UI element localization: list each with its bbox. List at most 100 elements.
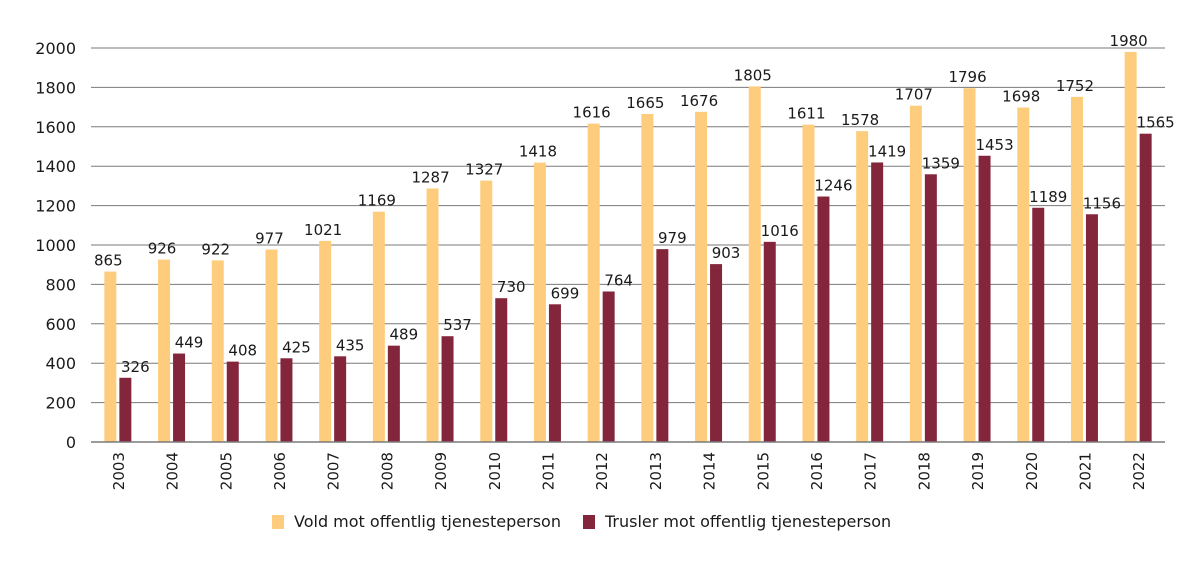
bar-vold (587, 123, 600, 442)
data-label: 699 (551, 284, 580, 302)
y-tick-label: 1200 (35, 197, 76, 216)
data-label: 1418 (519, 143, 557, 161)
data-label: 425 (282, 338, 311, 356)
y-tick-label: 400 (45, 354, 76, 373)
x-tick-label: 2005 (217, 452, 235, 490)
bar-vold (695, 111, 708, 442)
y-tick-label: 1800 (35, 78, 76, 97)
bar-trusler (710, 264, 723, 442)
data-label: 903 (712, 244, 741, 262)
x-tick-label: 2009 (432, 452, 450, 490)
data-label: 1189 (1029, 188, 1067, 206)
bar-vold (1070, 96, 1083, 442)
bar-vold (1124, 51, 1137, 442)
data-label: 435 (336, 336, 365, 354)
legend-label-vold: Vold mot offentlig tjenesteperson (294, 512, 561, 531)
data-label: 1287 (411, 168, 449, 186)
bar-trusler (334, 356, 347, 442)
x-tick-label: 2003 (110, 452, 128, 490)
data-label: 1327 (465, 161, 503, 179)
data-label: 489 (390, 326, 419, 344)
x-tick-label: 2017 (862, 452, 880, 490)
bar-trusler (441, 336, 454, 442)
data-label: 1980 (1110, 32, 1148, 50)
data-label: 408 (228, 342, 257, 360)
x-tick-label: 2007 (325, 452, 343, 490)
bar-vold (641, 113, 654, 443)
data-label: 1707 (895, 86, 933, 104)
legend-label-trusler: Trusler mot offentlig tjenesteperson (604, 512, 892, 531)
data-label: 1021 (304, 221, 342, 239)
x-tick-label: 2004 (164, 452, 182, 490)
legend-item-vold: Vold mot offentlig tjenesteperson (272, 512, 561, 531)
x-tick-label: 2010 (486, 452, 504, 490)
y-tick-label: 1600 (35, 118, 76, 137)
bar-vold (265, 249, 278, 442)
x-tick-label: 2012 (593, 452, 611, 490)
bar-vold (211, 260, 224, 442)
bar-vold (802, 124, 815, 443)
y-tick-label: 800 (45, 275, 76, 294)
x-tick-label: 2018 (915, 452, 933, 490)
data-label: 449 (175, 334, 204, 352)
bar-trusler (1085, 214, 1098, 442)
data-label: 1805 (734, 66, 772, 84)
bar-vold (104, 271, 117, 442)
data-label: 1796 (948, 68, 986, 86)
x-tick-label: 2022 (1130, 452, 1148, 490)
bar-vold (963, 88, 976, 443)
data-label: 922 (201, 240, 230, 258)
bar-vold (748, 86, 761, 442)
data-label: 1419 (868, 142, 906, 160)
x-tick-label: 2015 (754, 452, 772, 490)
legend-swatch-vold (272, 514, 284, 529)
data-label: 730 (497, 278, 526, 296)
bar-trusler (602, 291, 615, 442)
data-label: 865 (94, 252, 123, 270)
x-tick-label: 2014 (701, 452, 719, 490)
x-tick-label: 2021 (1076, 452, 1094, 490)
y-tick-label: 2000 (35, 39, 76, 58)
data-label: 1616 (573, 104, 611, 122)
bar-vold (372, 211, 385, 442)
data-label: 1359 (922, 154, 960, 172)
bar-trusler (119, 377, 132, 442)
legend-swatch-trusler (582, 514, 595, 529)
bar-vold (856, 131, 869, 442)
bar-trusler (387, 345, 400, 442)
bar-trusler (495, 298, 508, 442)
bar-vold (1017, 107, 1030, 442)
bar-trusler (1139, 133, 1152, 442)
data-label: 326 (121, 358, 150, 376)
x-tick-label: 2006 (271, 452, 289, 490)
bar-trusler (817, 196, 830, 442)
bar-trusler (656, 249, 669, 442)
bar-vold (426, 188, 439, 442)
bar-trusler (173, 353, 186, 442)
bar-trusler (548, 304, 561, 442)
bar-chart: 0 200 400 600 800 1000 1200 1400 1600 1800 2000 865… (35, 32, 1174, 490)
data-label: 1246 (814, 177, 852, 195)
y-tick-label: 1000 (35, 236, 76, 255)
data-label: 979 (658, 229, 687, 247)
x-tick-label: 2008 (378, 452, 396, 490)
bar-trusler (226, 361, 239, 442)
data-label: 1676 (680, 92, 718, 110)
y-tick-label: 1400 (35, 157, 76, 176)
data-label: 1453 (975, 136, 1013, 154)
data-label: 764 (604, 271, 633, 289)
legend-item-trusler: Trusler mot offentlig tjenesteperson (582, 512, 892, 531)
data-label: 1016 (761, 222, 799, 240)
x-tick-label: 2016 (808, 452, 826, 490)
data-label: 1698 (1002, 87, 1040, 105)
bar-vold (909, 105, 922, 442)
y-tick-label: 200 (45, 394, 76, 413)
legend: Vold mot offentlig tjenesteperson Trusle… (272, 512, 913, 531)
data-label: 926 (148, 240, 177, 258)
data-label: 977 (255, 230, 284, 248)
bar-trusler (978, 155, 991, 442)
bar-trusler (1032, 207, 1045, 442)
data-label: 1169 (358, 192, 396, 210)
bar-trusler (871, 162, 884, 442)
bar-vold (533, 162, 546, 443)
